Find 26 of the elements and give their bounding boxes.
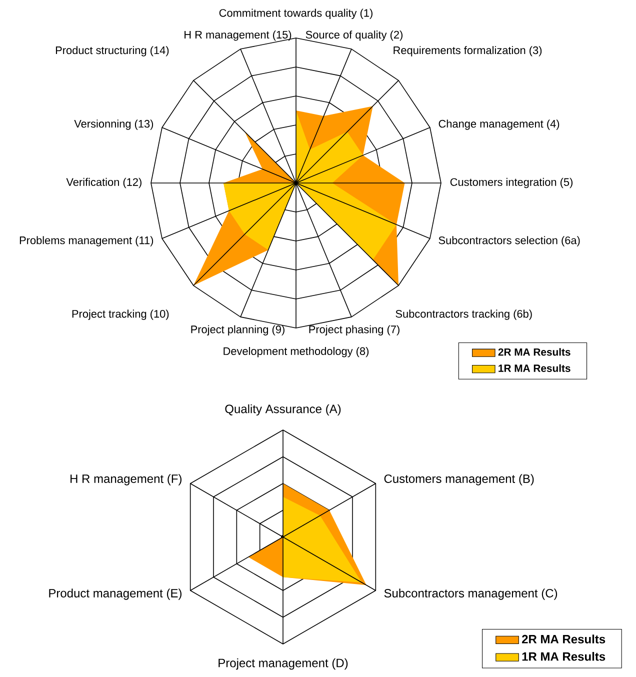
spoke-label: Development methodology (8)	[224, 346, 369, 358]
spoke-label: Change management (4)	[438, 120, 560, 130]
spoke-label: Customers management (B)	[384, 474, 534, 486]
spoke-label: Verification (12)	[66, 178, 142, 188]
spoke-label: Requirements formalization (3)	[394, 46, 542, 56]
spoke-label: Subcontractors selection (6a)	[438, 236, 580, 246]
spoke-label: Product structuring (14)	[56, 46, 169, 56]
spoke-label: H R management (F)	[70, 474, 182, 486]
spoke-label: Commitment towards quality (1)	[219, 8, 372, 20]
spoke-label: Project planning (9)	[191, 325, 284, 336]
spoke-label: Problems management (11)	[20, 236, 154, 246]
spoke-label: Customers integration (5)	[450, 178, 573, 188]
spoke-label: H R management (15)	[184, 30, 292, 41]
spoke-label: Product management (E)	[49, 588, 182, 600]
legend-label: 2R MA Results	[498, 348, 570, 356]
spoke-label: Versionning (13)	[74, 120, 154, 130]
legend-label: 2R MA Results	[522, 634, 606, 644]
spoke-label: Source of quality (2)	[306, 30, 402, 41]
spoke-label: Project management (D)	[218, 658, 348, 670]
spoke-label: Subcontractors management (C)	[384, 588, 558, 600]
legend-label: 1R MA Results	[522, 652, 606, 661]
spoke-label: Subcontractors tracking (6b)	[396, 310, 532, 320]
spoke-label: Quality Assurance (A)	[225, 404, 341, 416]
spoke-label: Project phasing (7)	[309, 325, 400, 336]
spoke-label: Project tracking (10)	[72, 310, 169, 320]
legend-label: 1R MA Results	[498, 364, 570, 372]
